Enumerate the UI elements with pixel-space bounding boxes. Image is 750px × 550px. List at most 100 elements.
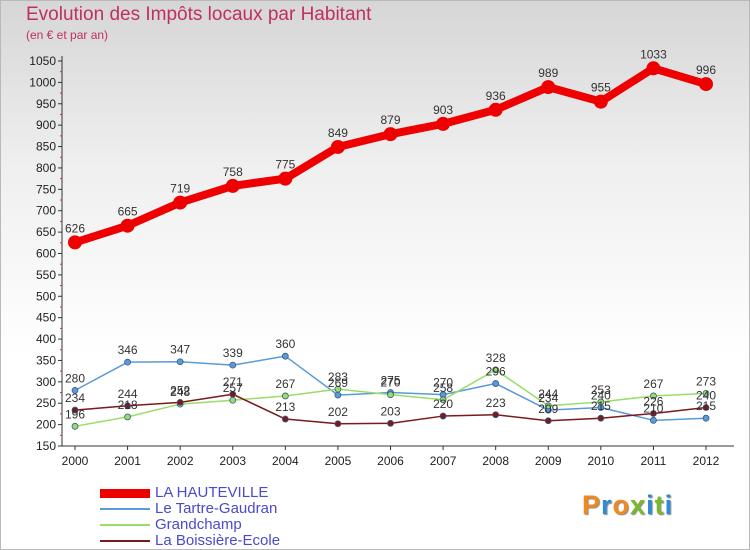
y-tick-label: 1000 <box>29 75 56 89</box>
x-tick-label: 2004 <box>272 454 299 468</box>
legend-swatch <box>100 508 150 510</box>
data-point <box>702 389 710 397</box>
logo-letter: x <box>630 490 647 520</box>
data-label: 223 <box>486 396 506 410</box>
data-label: 234 <box>538 391 558 405</box>
data-label: 271 <box>223 375 243 389</box>
data-label: 258 <box>433 381 453 395</box>
x-tick-label: 2002 <box>167 454 194 468</box>
data-label: 203 <box>380 404 400 418</box>
data-point <box>229 361 237 369</box>
data-point <box>439 412 447 420</box>
data-label: 218 <box>118 398 138 412</box>
data-point <box>492 380 500 387</box>
data-label: 252 <box>170 383 190 397</box>
data-label: 360 <box>275 337 295 351</box>
data-point <box>383 127 398 142</box>
data-label: 775 <box>275 158 295 172</box>
data-point <box>492 411 500 419</box>
data-point <box>229 396 237 404</box>
legend-swatch <box>100 540 150 542</box>
data-label: 210 <box>643 401 663 415</box>
data-label: 244 <box>538 387 558 401</box>
data-label: 270 <box>433 376 453 390</box>
data-label: 879 <box>380 113 400 127</box>
y-tick-label: 900 <box>36 118 56 132</box>
data-label: 234 <box>65 391 85 405</box>
data-label: 209 <box>538 402 558 416</box>
data-label: 267 <box>643 377 663 391</box>
y-tick-label: 450 <box>36 311 56 325</box>
logo-letter: P <box>582 490 602 520</box>
x-tick-label: 2011 <box>641 454 667 468</box>
data-label: 248 <box>170 385 190 399</box>
series-line-0 <box>71 64 710 247</box>
data-label: 226 <box>643 394 663 408</box>
data-label: 989 <box>538 66 558 80</box>
y-tick-label: 800 <box>36 161 56 175</box>
y-tick-label: 600 <box>36 247 56 261</box>
data-point <box>124 413 131 421</box>
data-label: 328 <box>486 351 506 365</box>
data-label: 280 <box>65 371 85 385</box>
logo-letter: r <box>601 490 613 520</box>
data-label: 202 <box>328 405 348 419</box>
legend-label: Le Tartre-Gaudran <box>155 500 278 517</box>
y-tick-label: 250 <box>36 396 56 410</box>
data-point <box>646 61 661 76</box>
y-tick-label: 750 <box>36 182 56 196</box>
data-label: 903 <box>433 103 453 117</box>
data-point <box>544 417 552 425</box>
data-label: 849 <box>328 126 348 140</box>
data-label: 213 <box>275 400 295 414</box>
data-point <box>593 94 608 109</box>
x-tick-label: 2006 <box>377 454 404 468</box>
x-tick-label: 2010 <box>587 454 614 468</box>
data-point <box>71 422 79 430</box>
logo-letter: t <box>654 490 665 520</box>
data-point <box>68 235 82 250</box>
proxiti-logo: Proxiti <box>582 490 673 521</box>
data-label: 339 <box>223 346 243 360</box>
data-point <box>71 406 79 414</box>
y-tick-label: 400 <box>36 332 56 346</box>
data-label: 936 <box>486 89 506 103</box>
data-point <box>281 352 289 360</box>
logo-letter: i <box>646 490 655 520</box>
data-point <box>330 139 345 154</box>
data-point <box>387 419 394 427</box>
x-tick-label: 2005 <box>325 454 352 468</box>
x-tick-label: 2000 <box>62 454 89 468</box>
data-point <box>334 420 342 428</box>
data-label: 215 <box>591 399 611 413</box>
data-point <box>650 392 657 400</box>
y-tick-label: 700 <box>36 204 56 218</box>
data-point <box>436 116 451 131</box>
data-point <box>650 410 657 417</box>
y-tick-label: 550 <box>36 268 56 282</box>
legend-label: LA HAUTEVILLE <box>155 484 269 501</box>
data-point <box>334 391 342 399</box>
data-point <box>176 358 184 366</box>
legend-swatch <box>100 524 150 526</box>
x-tick-label: 2008 <box>482 454 509 468</box>
y-tick-label: 150 <box>36 439 56 453</box>
data-point <box>702 414 710 422</box>
data-point <box>544 402 552 410</box>
legend-swatch <box>100 488 150 498</box>
data-label: 269 <box>328 376 348 390</box>
data-label: 240 <box>696 389 716 403</box>
data-label: 955 <box>591 81 611 95</box>
data-point <box>488 102 503 117</box>
data-point <box>492 366 500 374</box>
y-tick-label: 850 <box>36 140 56 154</box>
data-label: 215 <box>696 399 716 413</box>
y-tick-label: 500 <box>36 289 56 303</box>
data-label: 196 <box>65 407 85 421</box>
data-point <box>597 398 605 406</box>
data-label: 996 <box>696 63 716 77</box>
data-point <box>124 358 131 366</box>
x-tick-label: 2007 <box>430 454 457 468</box>
